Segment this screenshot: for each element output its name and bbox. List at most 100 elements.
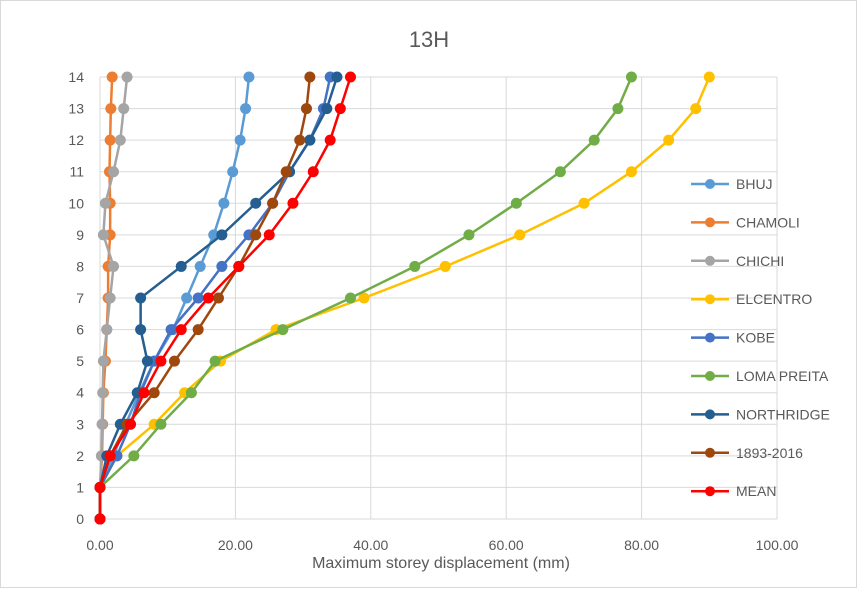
data-point-kobe [192,292,204,304]
legend-label: CHICHI [736,253,784,269]
data-point-loma-preita [344,292,356,304]
data-point-mean [324,134,336,146]
data-point-1893-2016 [250,229,262,241]
x-axis-label: Maximum storey displacement (mm) [312,555,570,572]
y-tick-label: 14 [68,69,84,85]
data-point-loma-preita [588,134,600,146]
legend-label: LOMA PREITA [736,368,829,384]
data-point-1893-2016 [148,387,160,399]
data-point-1893-2016 [300,103,312,115]
legend-item-bhuj: BHUJ [691,176,773,192]
data-point-1893-2016 [294,134,306,146]
data-point-elcentro [514,229,526,241]
data-point-chichi [108,166,120,178]
data-point-northridge [304,134,316,146]
data-point-chichi [101,324,113,336]
data-point-northridge [250,197,262,209]
legend-item-chamoli: CHAMOLI [691,214,800,230]
x-tick-label: 80.00 [624,537,659,553]
data-point-chichi [96,418,108,430]
data-point-mean [344,71,356,83]
data-point-chamoli [105,103,117,115]
data-point-elcentro [690,103,702,115]
y-tick-label: 4 [76,385,84,401]
legend-swatch-marker [705,371,715,381]
x-tick-label: 0.00 [86,537,113,553]
legend-swatch-marker [705,294,715,305]
legend-swatch-marker [705,179,715,189]
x-tick-label: 20.00 [218,537,253,553]
data-point-northridge [216,229,228,241]
x-tick-label: 60.00 [489,537,524,553]
data-point-chichi [118,103,130,115]
data-point-loma-preita [209,355,221,367]
legend-item-1893-2016: 1893-2016 [691,445,803,461]
chart-title: 13H [409,27,449,52]
legend-swatch-marker [705,332,715,343]
data-point-1893-2016 [280,166,292,178]
legend-swatch-marker [705,255,715,266]
data-point-chichi [108,260,120,272]
data-point-northridge [175,260,187,272]
legend-label: MEAN [736,483,776,499]
data-point-mean [104,450,116,462]
data-point-mean [138,387,150,399]
legend-swatch-marker [705,217,715,228]
data-point-chichi [97,229,109,241]
data-point-mean [175,324,187,336]
legend-label: CHAMOLI [736,214,800,230]
data-point-elcentro [358,292,370,304]
series-mean [94,71,356,525]
data-point-loma-preita [612,103,624,115]
y-tick-label: 5 [76,353,84,369]
data-point-loma-preita [185,387,197,399]
x-tick-label: 100.00 [756,537,799,553]
data-point-bhuj [240,103,252,115]
data-point-loma-preita [554,166,566,178]
y-tick-label: 12 [68,132,84,148]
data-point-elcentro [703,71,715,83]
data-point-mean [287,197,299,209]
legend-swatch-marker [705,447,715,458]
data-point-chichi [97,355,109,367]
data-point-loma-preita [625,71,637,83]
data-point-loma-preita [155,418,167,430]
legend-item-chichi: CHICHI [691,253,784,269]
data-point-bhuj [243,71,255,83]
data-point-mean [94,513,106,525]
data-point-kobe [165,324,177,336]
series-lines [94,71,715,525]
legend: BHUJ CHAMOLI CHICHI ELCENTRO KOBE LOMA PREITA… [691,176,830,499]
data-point-northridge [321,103,333,115]
legend-item-loma-preita: LOMA PREITA [691,368,829,384]
data-point-mean [233,260,245,272]
y-tick-label: 11 [69,164,84,180]
data-point-chichi [97,387,109,399]
data-point-bhuj [227,166,239,178]
data-point-1893-2016 [304,71,316,83]
data-point-1893-2016 [212,292,224,304]
data-point-elcentro [439,260,451,272]
y-tick-label: 6 [76,322,84,338]
legend-swatch-marker [705,409,715,420]
data-point-chichi [104,292,116,304]
data-point-1893-2016 [168,355,180,367]
data-point-loma-preita [463,229,475,241]
y-tick-label: 7 [76,290,84,306]
y-tick-label: 9 [76,227,84,243]
data-point-mean [334,103,346,115]
y-tick-label: 2 [76,448,84,464]
legend-item-northridge: NORTHRIDGE [691,406,830,422]
data-point-kobe [216,260,228,272]
data-point-loma-preita [128,450,140,462]
data-point-mean [155,355,167,367]
data-point-elcentro [578,197,590,209]
data-point-bhuj [234,134,246,146]
y-tick-label: 13 [68,101,84,117]
y-tick-label: 3 [76,416,84,432]
legend-label: BHUJ [736,176,773,192]
data-point-bhuj [218,197,230,209]
